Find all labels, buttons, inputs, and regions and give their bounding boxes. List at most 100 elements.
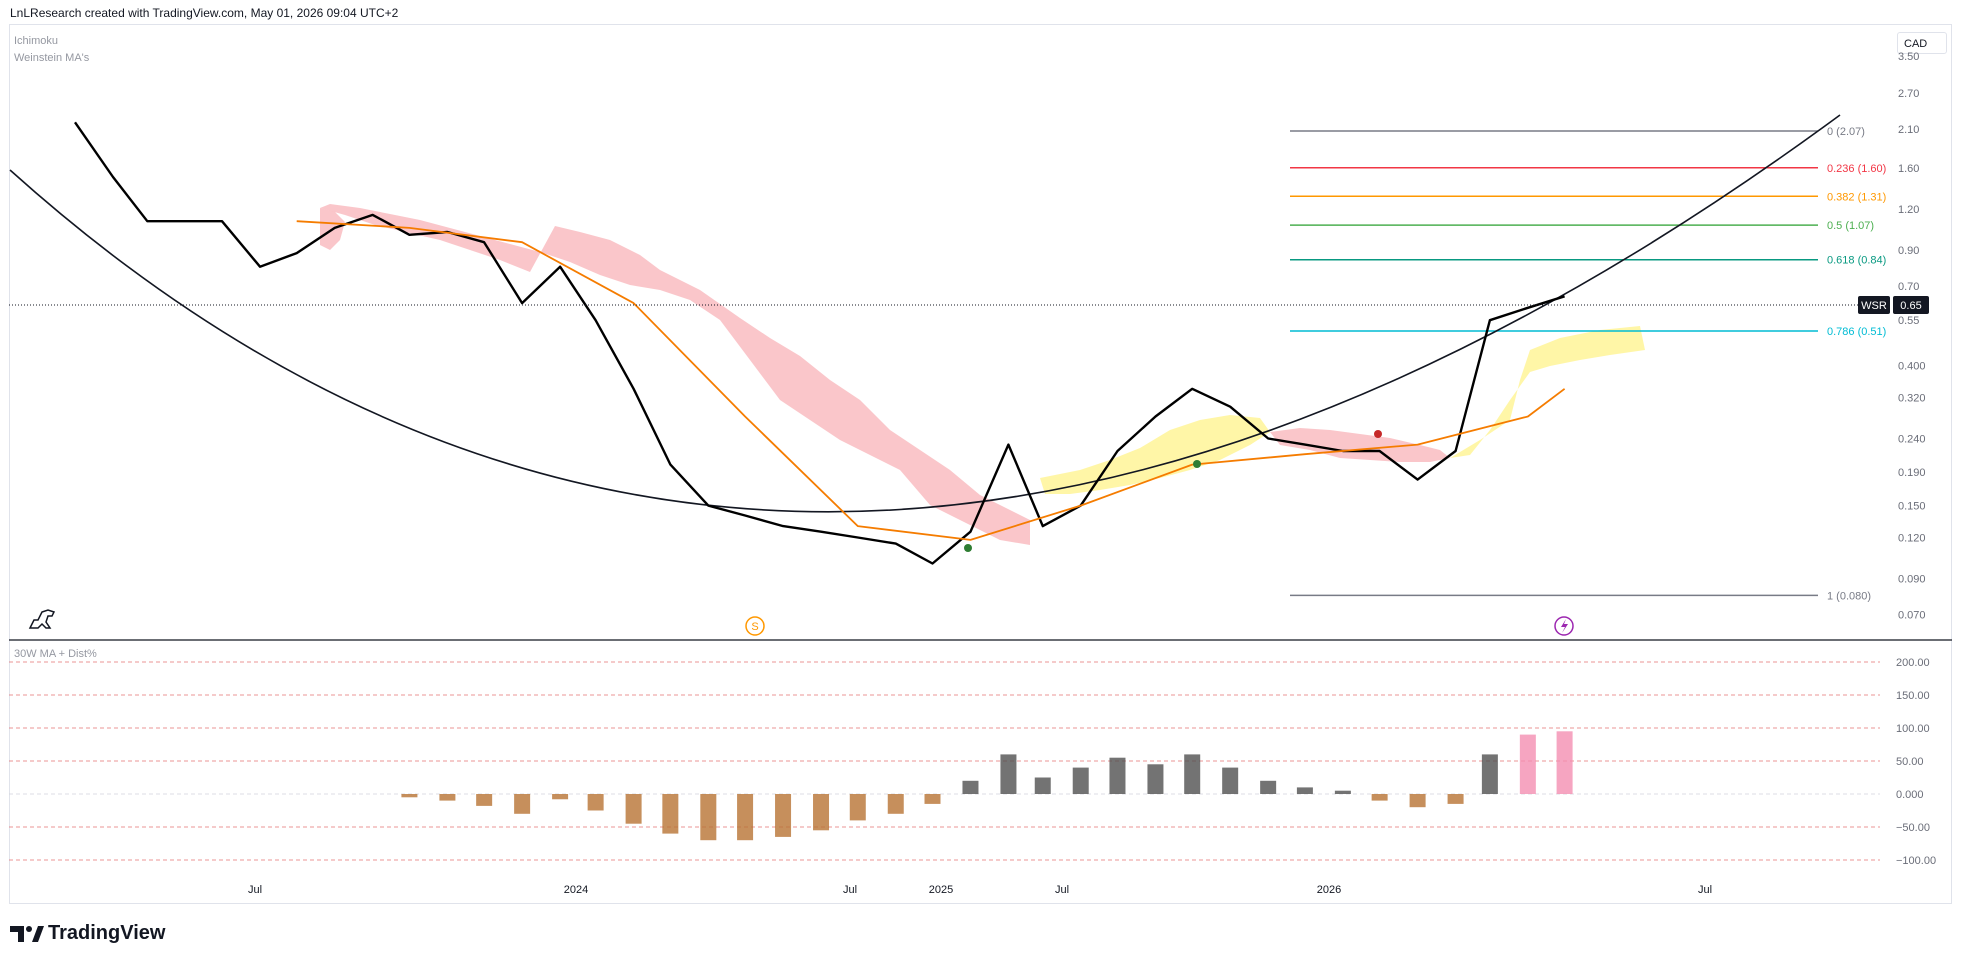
dist-bar [1447,794,1464,804]
signal-dot-green [1193,460,1201,468]
tradingview-logo: TradingView [10,922,165,945]
dist-axis[interactable]: 200.00 150.00 100.00 50.00 0.000 −50.00 −100.0… [9,657,1936,867]
dist-bar [625,794,642,824]
dist-bar [887,794,904,814]
price-tick-label: 0.400 [1898,361,1926,373]
dist-bar [1000,754,1017,794]
price-tick-label: 0.190 [1898,467,1926,479]
price-tick-label: 0.090 [1898,574,1926,586]
price-axis[interactable]: 3.50 2.70 2.10 1.60 1.20 0.90 0.70 0.55 0.400 0.3… [1898,51,1926,621]
time-tick-label: Jul [248,884,262,896]
dist-bar [401,794,418,798]
split-marker-icon[interactable]: S [745,616,765,636]
price-line [74,121,1565,565]
event-lightning-icon[interactable] [1554,616,1574,636]
last-price-tag[interactable]: WSR 0.65 [1858,296,1929,314]
time-tick-label: Jul [843,884,857,896]
price-tick-label: 2.10 [1898,124,1919,136]
last-price-value: 0.65 [1900,300,1921,312]
time-tick-label: 2026 [1317,884,1341,896]
dist-bar [962,780,979,794]
dist-tick-label: 50.00 [1896,756,1924,768]
time-tick-label: 2025 [929,884,953,896]
rounding-bottom-arc[interactable] [9,114,1841,513]
dist-bar [587,794,604,811]
price-tick-label: 1.20 [1898,204,1919,216]
ichimoku-cloud [320,204,1645,545]
tradingview-logo-icon [10,925,44,942]
dist-bar [1409,794,1426,808]
price-series [74,121,1566,565]
dist-bar [1296,787,1313,794]
dist-bar [1184,754,1201,794]
time-tick-label: Jul [1055,884,1069,896]
fib-level-label: 1 (0.080) [1827,590,1871,602]
signal-dot-red [1374,430,1382,438]
dist-bar [514,794,531,814]
split-marker-label: S [751,621,758,633]
price-tick-label: 0.320 [1898,392,1926,404]
dist-bar [662,794,679,834]
fib-level-label: 0.5 (1.07) [1827,220,1874,232]
cloud-bull-2 [1450,326,1645,458]
currency-selector[interactable]: CAD [1897,32,1947,54]
dist-bar [1334,790,1351,794]
dist-tick-label: 200.00 [1896,657,1930,669]
price-tick-label: 3.50 [1898,51,1919,63]
dist-bar [1481,754,1498,794]
price-tick-label: 0.55 [1898,315,1919,327]
signal-dot-green-2 [964,544,972,552]
dist-bar [849,794,866,821]
fib-level-label: 0.618 (0.84) [1827,255,1886,267]
lower-pane-indicator-label[interactable]: 30W MA + Dist% [14,648,97,660]
price-tick-label: 0.70 [1898,281,1919,293]
dist-bar [439,794,456,801]
dist-histogram [401,731,1573,841]
time-tick-label: Jul [1698,884,1712,896]
dist-bar [775,794,792,837]
price-tick-label: 0.150 [1898,501,1926,513]
dist-tick-label: 150.00 [1896,690,1930,702]
chart-frame [9,24,1952,904]
dinosaur-icon[interactable] [28,609,56,629]
dist-tick-label: −50.00 [1896,822,1930,834]
cloud-bull-1 [1040,415,1270,494]
price-tick-label: 1.60 [1898,163,1919,175]
dist-bar [476,794,493,806]
cloud-bear-1 [320,204,1030,545]
dist-bar [1519,734,1536,794]
dist-bar [1222,767,1239,794]
cloud-bear-2 [1270,428,1450,462]
price-tick-label: 0.070 [1898,609,1926,621]
dist-bar [1260,780,1277,794]
chart-header: LnLResearch created with TradingView.com… [10,6,399,20]
fib-level-label: 0 (2.07) [1827,126,1865,138]
dist-bar [1109,757,1126,794]
ma30-line [296,220,1566,541]
dist-bar [1556,731,1573,794]
dist-bar [1072,767,1089,794]
dist-bar [813,794,830,831]
fib-level-label: 0.236 (1.60) [1827,163,1886,175]
price-tick-label: 0.240 [1898,434,1926,446]
dist-tick-label: 100.00 [1896,723,1930,735]
dist-bar [1371,794,1388,801]
time-tick-label: 2024 [564,884,588,896]
ichimoku-indicator-label[interactable]: Ichimoku [14,35,59,47]
brand-name: TradingView [48,922,166,944]
fibonacci-levels[interactable]: 0 (2.07) 0.236 (1.60) 0.382 (1.31) 0.5 (1.0… [1290,126,1886,602]
weinstein-indicator-label[interactable]: Weinstein MA's [14,52,90,64]
price-tick-label: 2.70 [1898,88,1919,100]
dist-bar [1147,764,1164,794]
fib-level-label: 0.786 (0.51) [1827,326,1886,338]
dist-bar [924,794,941,804]
dist-tick-label: −100.00 [1896,855,1936,867]
price-tick-label: 0.90 [1898,245,1919,257]
price-tick-label: 0.120 [1898,532,1926,544]
time-axis[interactable]: Jul 2024 Jul 2025 Jul 2026 Jul [248,884,1712,896]
dist-bar [552,794,569,800]
dist-bar [1034,777,1051,794]
dist-bar [700,794,717,841]
symbol-name: WSR [1861,300,1887,312]
